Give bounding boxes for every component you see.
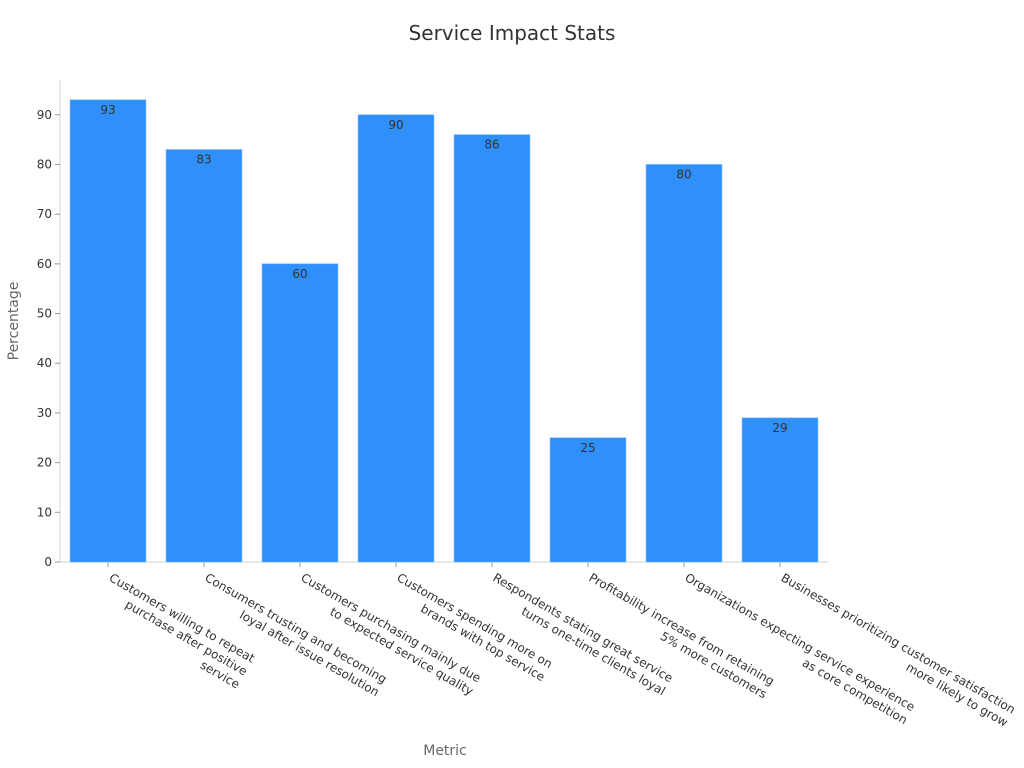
bar-value-label: 29 bbox=[772, 421, 787, 435]
bar bbox=[165, 149, 243, 563]
y-tick-label: 0 bbox=[44, 555, 52, 569]
bar-value-label: 60 bbox=[292, 267, 307, 281]
bars-group bbox=[69, 99, 819, 563]
bar bbox=[741, 417, 819, 563]
y-tick-label: 10 bbox=[37, 505, 52, 519]
bar bbox=[261, 263, 339, 563]
y-tick-label: 90 bbox=[37, 108, 52, 122]
bar-value-label: 90 bbox=[388, 118, 403, 132]
x-axis bbox=[60, 561, 828, 567]
bar-value-label: 93 bbox=[100, 103, 115, 117]
y-tick-label: 40 bbox=[37, 356, 52, 370]
x-axis-title: Metric bbox=[423, 743, 467, 759]
y-tick-label: 80 bbox=[37, 157, 52, 171]
y-tick-label: 70 bbox=[37, 207, 52, 221]
bar bbox=[645, 164, 723, 563]
bar bbox=[69, 99, 147, 563]
bar-value-label: 83 bbox=[196, 153, 211, 167]
y-tick-label: 30 bbox=[37, 406, 52, 420]
category-labels-group: Customers willing to repeatpurchase afte… bbox=[107, 570, 1018, 729]
chart-title: Service Impact Stats bbox=[409, 21, 616, 45]
y-tick-label: 60 bbox=[37, 257, 52, 271]
bar-value-label: 80 bbox=[676, 167, 691, 181]
y-tick-label: 50 bbox=[37, 307, 52, 321]
bar bbox=[453, 134, 531, 563]
bar bbox=[357, 114, 435, 563]
y-tick-label: 20 bbox=[37, 456, 52, 470]
value-labels-group: 93 83 60 90 86 25 80 29 bbox=[100, 103, 787, 455]
bar-value-label: 25 bbox=[580, 441, 595, 455]
bar bbox=[549, 437, 627, 563]
y-axis: 0 10 20 30 40 50 60 70 80 90 bbox=[37, 80, 61, 569]
y-axis-title: Percentage bbox=[6, 282, 22, 361]
bar-value-label: 86 bbox=[484, 138, 499, 152]
